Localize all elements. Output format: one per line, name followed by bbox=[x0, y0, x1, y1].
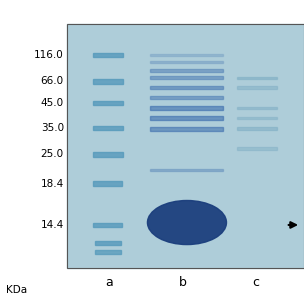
Bar bbox=[67, 24, 304, 268]
Bar bbox=[150, 106, 223, 110]
Text: 35.0: 35.0 bbox=[41, 123, 64, 133]
Bar bbox=[150, 54, 223, 56]
Text: 45.0: 45.0 bbox=[41, 98, 64, 108]
Bar bbox=[150, 116, 223, 120]
Bar bbox=[150, 127, 223, 131]
Bar bbox=[67, 24, 304, 268]
Text: 116.0: 116.0 bbox=[34, 50, 64, 60]
Ellipse shape bbox=[147, 201, 226, 244]
Bar bbox=[150, 96, 223, 99]
Bar bbox=[150, 76, 223, 79]
Bar bbox=[150, 169, 223, 171]
Bar bbox=[93, 79, 123, 84]
Bar bbox=[93, 101, 123, 105]
Bar bbox=[93, 152, 123, 157]
Bar bbox=[93, 126, 123, 130]
Bar bbox=[237, 117, 277, 119]
Bar bbox=[237, 86, 277, 89]
Bar bbox=[95, 250, 121, 254]
Text: a: a bbox=[105, 276, 113, 289]
Bar bbox=[237, 107, 277, 109]
Text: b: b bbox=[178, 276, 186, 289]
Bar bbox=[95, 241, 121, 245]
Bar bbox=[93, 53, 123, 57]
Bar bbox=[150, 86, 223, 89]
Bar bbox=[237, 77, 277, 79]
Text: 18.4: 18.4 bbox=[41, 179, 64, 188]
Text: 14.4: 14.4 bbox=[41, 220, 64, 230]
Bar bbox=[94, 181, 122, 186]
Bar bbox=[237, 127, 277, 130]
Bar bbox=[237, 147, 277, 150]
Text: KDa: KDa bbox=[6, 285, 27, 295]
Text: 25.0: 25.0 bbox=[41, 150, 64, 159]
Bar bbox=[150, 61, 223, 63]
Bar bbox=[150, 69, 223, 72]
Text: c: c bbox=[252, 276, 259, 289]
Text: 66.0: 66.0 bbox=[41, 77, 64, 86]
Bar bbox=[94, 223, 122, 227]
